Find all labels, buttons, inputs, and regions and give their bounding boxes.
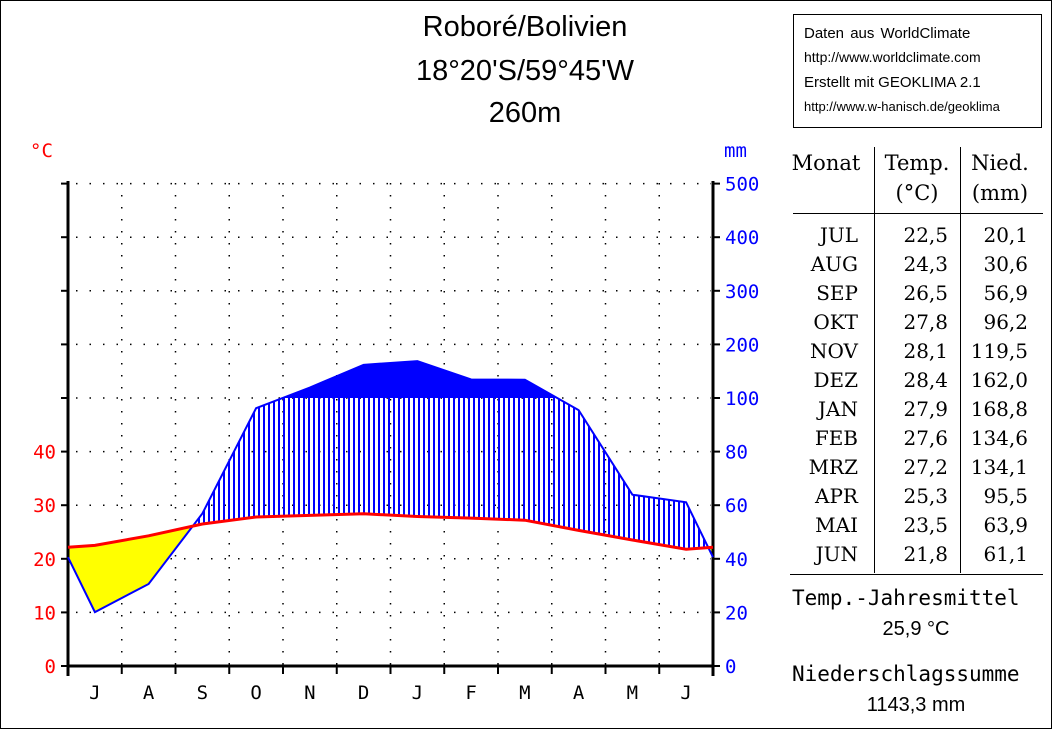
table-cell-precip: 30,6 <box>983 252 1028 276</box>
month-label: J <box>412 682 423 704</box>
table-cell-month: MAI <box>815 513 858 537</box>
table-cell-precip: 119,5 <box>970 339 1028 363</box>
station-elevation: 260m <box>488 97 562 129</box>
table-cell-precip: 63,9 <box>983 513 1028 537</box>
month-label: J <box>680 682 691 704</box>
month-label: S <box>197 682 208 704</box>
temp-annual-mean-value: 25,9 °C <box>882 618 950 640</box>
col-header-month: Monat <box>791 151 861 175</box>
source-url-1: http://www.worldclimate.com <box>804 49 981 65</box>
temp-tick-labels: 0 10 20 30 40 <box>33 442 56 678</box>
precip-tick-label: 40 <box>725 549 748 571</box>
station-coordinates: 18°20'S/59°45'W <box>415 55 635 87</box>
temp-axis-unit: °C <box>30 140 53 162</box>
station-name: Roboré/Bolivien <box>422 11 628 43</box>
table-divider-2 <box>960 147 961 573</box>
table-cell-month: JUN <box>815 542 858 566</box>
table-cell-precip: 168,8 <box>970 397 1028 421</box>
arid-period-fill <box>68 526 713 613</box>
month-label: D <box>358 682 369 704</box>
source-line-1: Daten aus WorldClimate <box>804 25 971 42</box>
precip-tick-label: 200 <box>725 334 759 356</box>
table-cell-month: DEZ <box>813 368 858 392</box>
temp-tick-label: 40 <box>33 442 56 464</box>
table-cell-temp: 23,5 <box>903 513 948 537</box>
precip-annual-sum-value: 1143,3 mm <box>866 694 966 716</box>
table-cell-precip: 56,9 <box>983 281 1028 305</box>
table-cell-temp: 22,5 <box>903 223 948 247</box>
col-header-temp: Temp. <box>884 151 950 175</box>
table-cell-month: OKT <box>813 310 858 334</box>
month-label: N <box>304 682 315 704</box>
source-url-2: http://www.w-hanisch.de/geoklima <box>804 99 1000 114</box>
table-cell-temp: 25,3 <box>903 484 948 508</box>
month-label: J <box>89 682 100 704</box>
table-cell-temp: 28,4 <box>903 368 948 392</box>
table-cell-temp: 27,2 <box>903 455 948 479</box>
humid-period-hatch <box>193 361 709 550</box>
precip-axis-unit: mm <box>724 140 747 162</box>
precip-tick-label: 100 <box>725 388 759 410</box>
table-cell-precip: 134,1 <box>970 455 1028 479</box>
table-cell-precip: 95,5 <box>983 484 1028 508</box>
month-label: F <box>465 682 476 704</box>
month-label: M <box>519 682 530 704</box>
table-bottom-rule <box>790 574 1043 575</box>
precip-tick-label: 300 <box>725 281 759 303</box>
climate-chart: °C mm 0 10 20 30 40 0 20 40 60 80 100 200 300 400 500… <box>30 140 759 704</box>
table-cell-month: JAN <box>818 397 858 421</box>
month-label: M <box>627 682 638 704</box>
month-label: O <box>250 682 261 704</box>
table-cell-month: MRZ <box>808 455 858 479</box>
precip-tick-label: 60 <box>725 495 748 517</box>
precip-tick-labels: 0 20 40 60 80 100 200 300 400 500 <box>725 174 759 678</box>
precip-tick-label: 500 <box>725 174 759 196</box>
precip-annual-sum-label: Niederschlagssumme <box>792 662 1020 686</box>
chart-axes <box>61 181 720 676</box>
precipitation-line <box>67 360 714 614</box>
table-cell-precip: 96,2 <box>983 310 1028 334</box>
table-cell-temp: 27,6 <box>903 426 948 450</box>
table-cell-temp: 24,3 <box>903 252 948 276</box>
temp-tick-label: 20 <box>33 549 56 571</box>
col-header-precip: Nied. <box>971 151 1029 175</box>
temperature-line <box>67 512 714 551</box>
table-cell-month: JUL <box>819 223 858 247</box>
precip-tick-label: 80 <box>725 442 748 464</box>
source-box: Daten aus WorldClimate http://www.worldc… <box>793 14 1042 128</box>
table-divider-1 <box>874 147 875 573</box>
temp-tick-label: 30 <box>33 495 56 517</box>
table-cell-precip: 162,0 <box>970 368 1028 392</box>
table-cell-temp: 27,8 <box>903 310 948 334</box>
table-cell-month: FEB <box>814 426 858 450</box>
table-cell-temp: 26,5 <box>903 281 948 305</box>
col-header-precip-unit: (mm) <box>971 181 1029 205</box>
table-cell-temp: 21,8 <box>903 542 948 566</box>
temp-annual-mean-label: Temp.-Jahresmittel <box>792 586 1020 610</box>
table-cell-month: SEP <box>816 281 858 305</box>
table-cell-month: NOV <box>810 339 858 363</box>
table-cell-month: APR <box>815 484 858 508</box>
table-cell-temp: 27,9 <box>903 397 948 421</box>
precip-tick-label: 400 <box>725 227 759 249</box>
table-cell-precip: 20,1 <box>983 223 1028 247</box>
table-cell-precip: 134,6 <box>970 426 1028 450</box>
temp-tick-label: 10 <box>33 602 56 624</box>
col-header-temp-unit: (°C) <box>895 181 939 205</box>
month-label: A <box>143 682 155 704</box>
table-header-rule <box>793 213 1043 214</box>
month-label: A <box>573 682 585 704</box>
precip-tick-label: 0 <box>725 656 736 678</box>
table-cell-temp: 28,1 <box>903 339 948 363</box>
temp-tick-label: 0 <box>45 656 56 678</box>
source-line-3: Erstellt mit GEOKLIMA 2.1 <box>804 74 981 91</box>
table-cell-month: AUG <box>810 252 858 276</box>
precip-tick-label: 20 <box>725 602 748 624</box>
table-cell-precip: 61,1 <box>983 542 1028 566</box>
